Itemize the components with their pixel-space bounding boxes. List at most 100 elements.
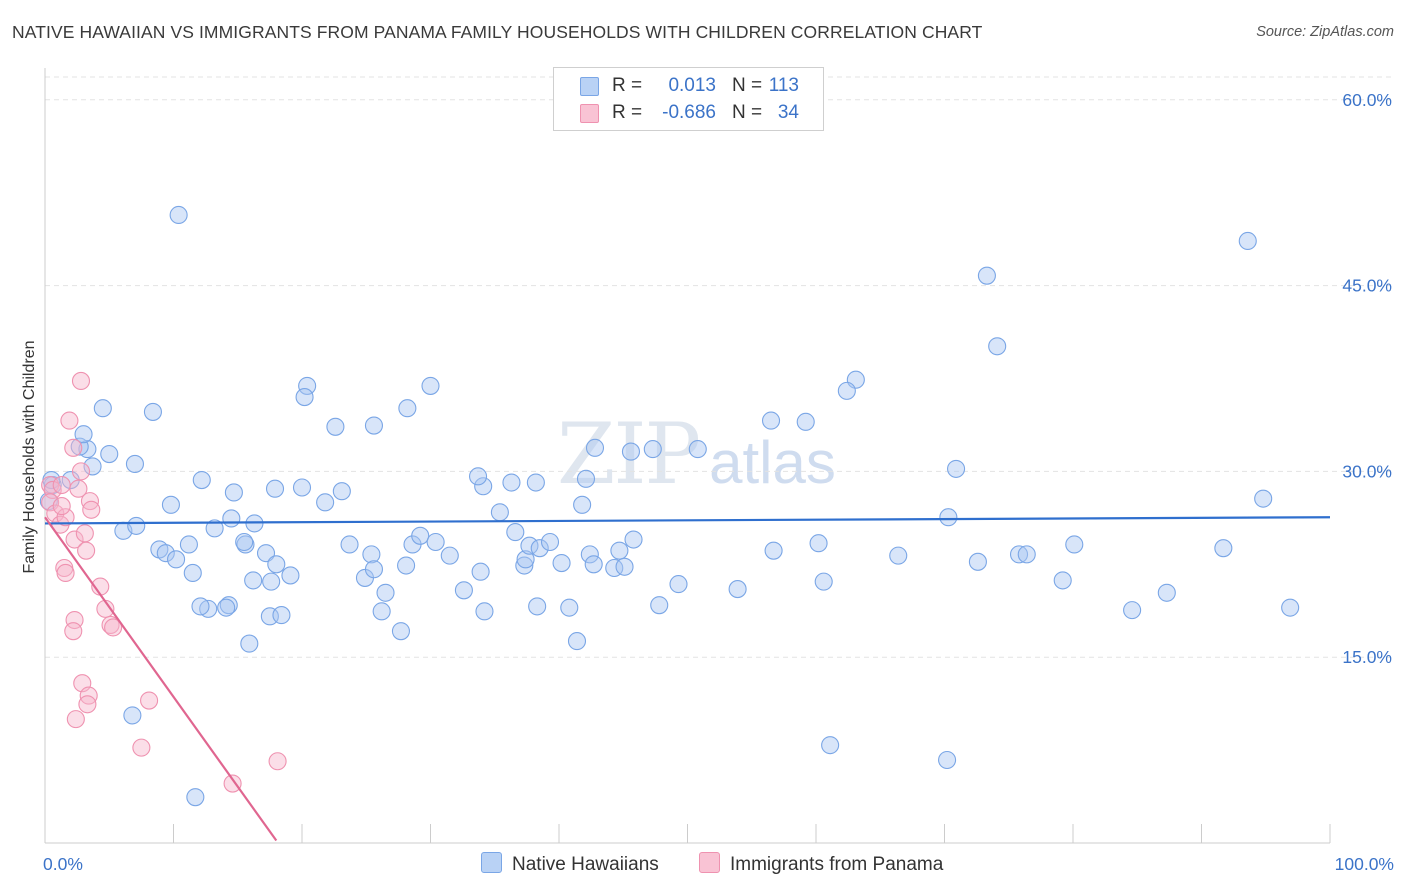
panama-point bbox=[64, 622, 83, 641]
native-hawaiian-point bbox=[143, 402, 162, 421]
native-hawaiian-point bbox=[454, 581, 473, 600]
native-hawaiian-point bbox=[272, 606, 291, 625]
native-hawaiian-point bbox=[506, 523, 525, 542]
native-hawaiian-point bbox=[183, 563, 202, 583]
native-hawaiian-point bbox=[947, 459, 966, 478]
native-hawaiian-point bbox=[624, 530, 643, 549]
native-hawaiian-point bbox=[125, 454, 144, 474]
legend-row-native-hawaiians: R = 0.013 N = 113 bbox=[554, 73, 823, 99]
panama-point bbox=[77, 541, 96, 560]
legend-n-label: N = bbox=[732, 102, 763, 123]
panama-point bbox=[78, 695, 97, 714]
native-hawaiian-point bbox=[1214, 539, 1233, 558]
legend-r-label: R = bbox=[612, 102, 643, 123]
native-hawaiian-point bbox=[728, 580, 747, 599]
native-hawaiian-point bbox=[475, 602, 494, 621]
chart-title: NATIVE HAWAIIAN VS IMMIGRANTS FROM PANAM… bbox=[12, 22, 983, 42]
watermark: ZIP atlas bbox=[557, 405, 836, 503]
native-hawaiian-point bbox=[584, 555, 603, 574]
native-hawaiian-point bbox=[688, 440, 707, 459]
native-hawaiian-point bbox=[474, 477, 493, 496]
legend-n-label: N = bbox=[732, 75, 763, 96]
native-hawaiian-point bbox=[650, 596, 669, 615]
native-hawaiian-point bbox=[576, 469, 596, 488]
native-hawaiian-point bbox=[610, 541, 629, 560]
y-tick-label: 45.0% bbox=[1342, 276, 1392, 296]
native-hawaiian-point bbox=[316, 493, 335, 512]
panama-point bbox=[56, 563, 75, 583]
native-hawaiian-point bbox=[526, 473, 545, 492]
native-hawaiian-point bbox=[372, 602, 391, 621]
y-axis-label: Family Households with Children bbox=[21, 341, 38, 574]
native-hawaiian-point bbox=[179, 535, 198, 554]
native-hawaiian-point bbox=[440, 546, 459, 565]
native-hawaiian-point bbox=[292, 478, 312, 497]
native-hawaiian-point bbox=[93, 399, 112, 418]
panama-point bbox=[56, 508, 75, 527]
native-hawaiian-point bbox=[240, 634, 259, 653]
native-hawaiian-point bbox=[528, 597, 547, 616]
legend-r-value: -0.686 bbox=[662, 102, 716, 123]
native-hawaiian-point bbox=[411, 526, 430, 545]
panama-point bbox=[69, 479, 88, 498]
native-hawaiian-point bbox=[244, 571, 263, 590]
native-hawaiian-point bbox=[468, 467, 488, 486]
native-hawaiian-point bbox=[552, 554, 571, 573]
correlation-legend: R = 0.013 N = 113 R = -0.686 N = 34 bbox=[553, 67, 824, 131]
native-hawaiian-point bbox=[821, 736, 840, 755]
source-label: Source: ZipAtlas.com bbox=[1256, 24, 1394, 40]
native-hawaiian-point bbox=[814, 572, 833, 591]
watermark-zip: ZIP bbox=[557, 405, 701, 503]
native-hawaiian-point bbox=[471, 562, 490, 581]
bottom-legend-native-hawaiians: Native Hawaiians bbox=[481, 852, 659, 876]
bottom-legend-swatch-pink bbox=[699, 852, 720, 873]
native-hawaiian-point bbox=[156, 544, 175, 563]
native-hawaiian-point bbox=[256, 544, 276, 563]
native-hawaiian-point bbox=[83, 457, 102, 476]
panama-point bbox=[71, 462, 91, 481]
native-hawaiian-point bbox=[988, 337, 1007, 356]
native-hawaiian-point bbox=[516, 550, 535, 569]
panama-point bbox=[66, 710, 85, 729]
native-hawaiian-point bbox=[1254, 489, 1273, 508]
legend-n-value: 113 bbox=[768, 75, 799, 96]
y-tick-label: 30.0% bbox=[1342, 461, 1392, 481]
native-hawaiian-point bbox=[123, 706, 142, 725]
native-hawaiian-point bbox=[298, 376, 317, 395]
native-hawaiian-point bbox=[796, 412, 815, 431]
native-hawaiian-trendline bbox=[44, 516, 1331, 525]
legend-row-immigrants-panama: R = -0.686 N = 34 bbox=[554, 100, 823, 126]
panama-point bbox=[71, 371, 91, 391]
native-hawaiian-point bbox=[362, 545, 381, 564]
native-hawaiian-point bbox=[1017, 545, 1036, 564]
native-hawaiian-point bbox=[100, 444, 119, 464]
native-hawaiian-point bbox=[1009, 545, 1029, 564]
x-tick-label: 0.0% bbox=[43, 854, 83, 874]
native-hawaiian-point bbox=[573, 495, 592, 514]
native-hawaiian-point bbox=[669, 575, 688, 594]
native-hawaiian-point bbox=[398, 399, 417, 418]
legend-r-label: R = bbox=[612, 75, 643, 96]
native-hawaiian-point bbox=[515, 556, 534, 575]
native-hawaiian-point bbox=[490, 503, 509, 522]
native-hawaiian-point bbox=[764, 541, 783, 560]
panama-point bbox=[104, 618, 123, 637]
native-hawaiian-point bbox=[191, 597, 210, 616]
native-hawaiian-point bbox=[167, 550, 186, 569]
native-hawaiian-point bbox=[1065, 535, 1084, 554]
y-tick-label: 60.0% bbox=[1342, 90, 1392, 110]
bottom-legend-immigrants-panama: Immigrants from Panama bbox=[699, 852, 943, 876]
native-hawaiian-point bbox=[530, 539, 549, 558]
panama-point bbox=[52, 497, 71, 516]
native-hawaiian-point bbox=[364, 416, 384, 435]
legend-r-value: 0.013 bbox=[668, 75, 716, 96]
panama-point bbox=[41, 493, 60, 512]
native-hawaiian-point bbox=[968, 552, 987, 571]
native-hawaiian-point bbox=[127, 516, 146, 535]
panama-point bbox=[268, 752, 287, 771]
native-hawaiian-point bbox=[1281, 598, 1300, 617]
native-hawaiian-point bbox=[376, 583, 395, 602]
native-hawaiian-point bbox=[340, 535, 359, 554]
native-hawaiian-point bbox=[580, 545, 599, 564]
